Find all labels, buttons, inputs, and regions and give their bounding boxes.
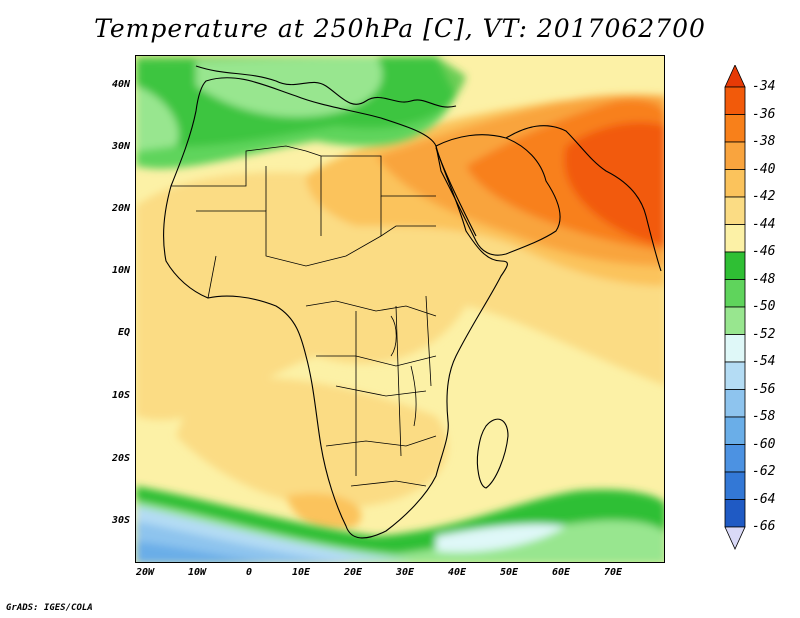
lon-tick-label: 10E (284, 567, 318, 578)
lat-tick-label: 40N (100, 79, 130, 90)
colorbar-label: -42 (752, 189, 775, 204)
colorbar-swatch (725, 115, 745, 143)
colorbar-swatch (725, 445, 745, 473)
colorbar-swatch (725, 280, 745, 308)
colorbar-label: -46 (752, 244, 775, 259)
lon-tick-label: 10W (180, 567, 214, 578)
colorbar-swatches (725, 65, 745, 549)
colorbar-swatch (725, 417, 745, 445)
colorbar-swatch (725, 335, 745, 363)
map-title: Temperature at 250hPa [C], VT: 201706270… (0, 14, 800, 43)
colorbar-label: -44 (752, 217, 775, 232)
lat-tick-label: 30N (100, 141, 130, 152)
lat-tick-label: 20S (100, 453, 130, 464)
lon-tick-label: 20W (128, 567, 162, 578)
lon-tick-label: 60E (544, 567, 578, 578)
lat-tick-label: 20N (100, 203, 130, 214)
colorbar-swatch (725, 170, 745, 198)
colorbar-label: -66 (752, 519, 775, 534)
colorbar-label: -60 (752, 437, 775, 452)
colorbar-label: -50 (752, 299, 775, 314)
lon-tick-label: 70E (596, 567, 630, 578)
colorbar-swatch (725, 87, 745, 115)
colorbar-swatch (725, 197, 745, 225)
colorbar-bottom-arrow (725, 527, 745, 549)
colorbar-label: -36 (752, 107, 775, 122)
colorbar-label: -56 (752, 382, 775, 397)
colorbar (723, 65, 747, 557)
lon-tick-label: 40E (440, 567, 474, 578)
map-canvas (136, 56, 665, 563)
lat-tick-label: EQ (100, 327, 130, 338)
lon-tick-label: 0 (232, 567, 266, 578)
lon-tick-label: 20E (336, 567, 370, 578)
colorbar-label: -34 (752, 79, 775, 94)
colorbar-label: -38 (752, 134, 775, 149)
colorbar-label: -58 (752, 409, 775, 424)
colorbar-swatch (725, 362, 745, 390)
temperature-map (135, 55, 665, 563)
colorbar-swatch (725, 252, 745, 280)
colorbar-top-arrow (725, 65, 745, 87)
colorbar-label: -48 (752, 272, 775, 287)
colorbar-label: -64 (752, 492, 775, 507)
colorbar-label: -62 (752, 464, 775, 479)
lon-tick-label: 50E (492, 567, 526, 578)
lon-tick-label: 30E (388, 567, 422, 578)
colorbar-swatch (725, 500, 745, 528)
colorbar-swatch (725, 390, 745, 418)
colorbar-label: -52 (752, 327, 775, 342)
lat-tick-label: 30S (100, 515, 130, 526)
colorbar-label: -40 (752, 162, 775, 177)
colorbar-swatch (725, 472, 745, 500)
colorbar-swatch (725, 307, 745, 335)
colorbar-swatch (725, 142, 745, 170)
colorbar-label: -54 (752, 354, 775, 369)
colorbar-swatch (725, 225, 745, 253)
lat-tick-label: 10S (100, 390, 130, 401)
grads-credit: GrADS: IGES/COLA (6, 603, 93, 613)
lat-tick-label: 10N (100, 265, 130, 276)
